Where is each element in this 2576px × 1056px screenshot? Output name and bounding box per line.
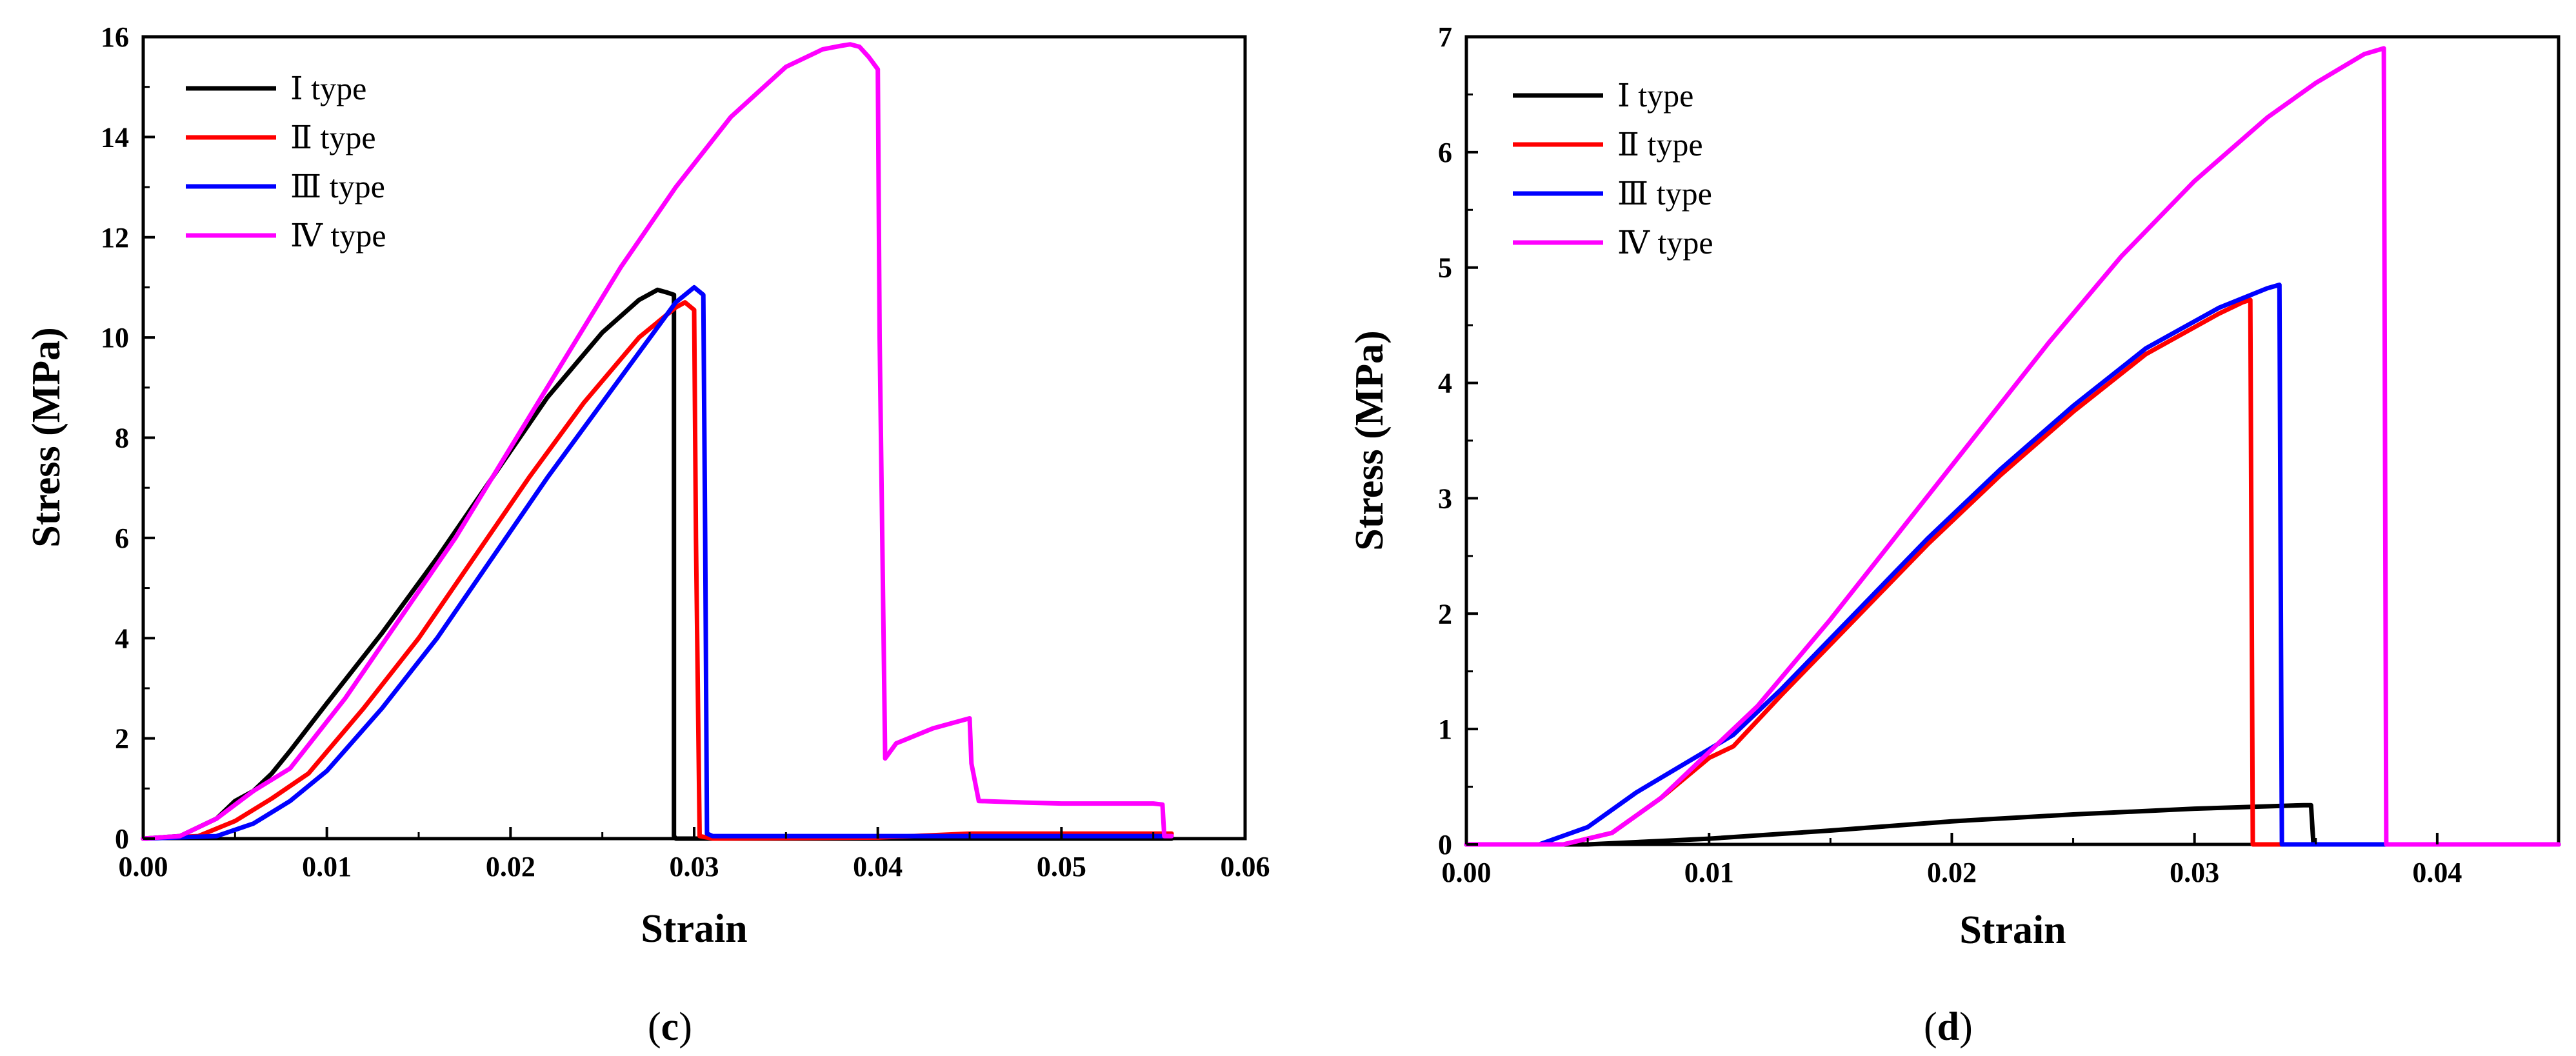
x-axis-title: Strain [641,907,747,951]
y-tick-label: 3 [1438,483,1452,514]
series-layer [141,42,1174,841]
y-tick-label: 0 [115,823,129,855]
y-tick-label: 2 [1438,598,1452,630]
legend-label: Ⅳ type [1617,224,1713,261]
x-axis-title: Strain [1959,908,2066,952]
y-tick-label: 5 [1438,252,1452,284]
tick-layer: 0.00 0.01 0.02 0.03 0.04 0.05 0.06 0 2 4 6 8 10 12 14 1… [101,21,1270,882]
y-tick-label: 0 [1438,829,1452,861]
legend-label: Ⅳ type [290,217,386,254]
panel-caption: (d) [1924,1005,1973,1049]
y-tick-label: 12 [101,222,129,254]
legend-label: Ⅰ type [290,70,366,106]
x-tick-label: 0.03 [2170,857,2219,888]
legend-label: Ⅱ type [290,119,376,155]
y-tick-label: 6 [1438,137,1452,168]
legend-label: Ⅲ type [290,168,385,204]
x-tick-label: 0.01 [302,851,352,882]
x-tick-label: 0.03 [670,851,719,882]
series-layer [1464,46,2561,847]
series-line [1464,283,2561,847]
x-tick-label: 0.04 [853,851,903,882]
y-tick-label: 7 [1438,21,1452,53]
chart-panel-d: 0.00 0.01 0.02 0.03 0.04 0 1 2 3 4 5 6 7 Strain Stre… [1348,21,2561,1049]
y-tick-label: 10 [101,322,129,354]
y-tick-label: 4 [115,623,129,654]
y-tick-label: 2 [115,723,129,755]
x-tick-label: 0.02 [1927,857,1977,888]
series-line [1464,802,2561,847]
series-line [141,42,1174,841]
y-axis-title: Stress (MPa) [1348,330,1392,550]
x-tick-label: 0.00 [119,851,168,882]
series-line [141,284,1174,841]
y-tick-label: 4 [1438,368,1452,399]
y-tick-label: 1 [1438,713,1452,745]
y-tick-label: 14 [101,121,129,153]
x-tick-label: 0.02 [486,851,535,882]
y-tick-label: 16 [101,21,129,53]
y-tick-label: 8 [115,423,129,454]
legend: Ⅰ type Ⅱ type Ⅲ type Ⅳ type [1513,77,1713,261]
panel-caption: (c) [648,1005,692,1049]
series-line [1464,297,2561,847]
x-tick-label: 0.00 [1442,857,1492,888]
panel-caption-letter: c [661,1005,679,1049]
panel-caption-letter: d [1937,1005,1959,1049]
x-tick-label: 0.05 [1037,851,1086,882]
legend: Ⅰ type Ⅱ type Ⅲ type Ⅳ type [186,70,386,254]
chart-panel-c: 0.00 0.01 0.02 0.03 0.04 0.05 0.06 0 2 4 6 8 10 12 14 1… [25,21,1270,1049]
tick-layer: 0.00 0.01 0.02 0.03 0.04 0 1 2 3 4 5 6 7 [1438,21,2462,888]
y-tick-label: 6 [115,523,129,554]
legend-label: Ⅰ type [1617,77,1693,114]
y-axis-title: Stress (MPa) [25,327,68,547]
legend-label: Ⅱ type [1617,126,1703,163]
x-tick-label: 0.01 [1684,857,1734,888]
legend-label: Ⅲ type [1617,175,1712,212]
series-line [1464,46,2561,847]
x-tick-label: 0.06 [1221,851,1270,882]
x-tick-label: 0.04 [2412,857,2462,888]
